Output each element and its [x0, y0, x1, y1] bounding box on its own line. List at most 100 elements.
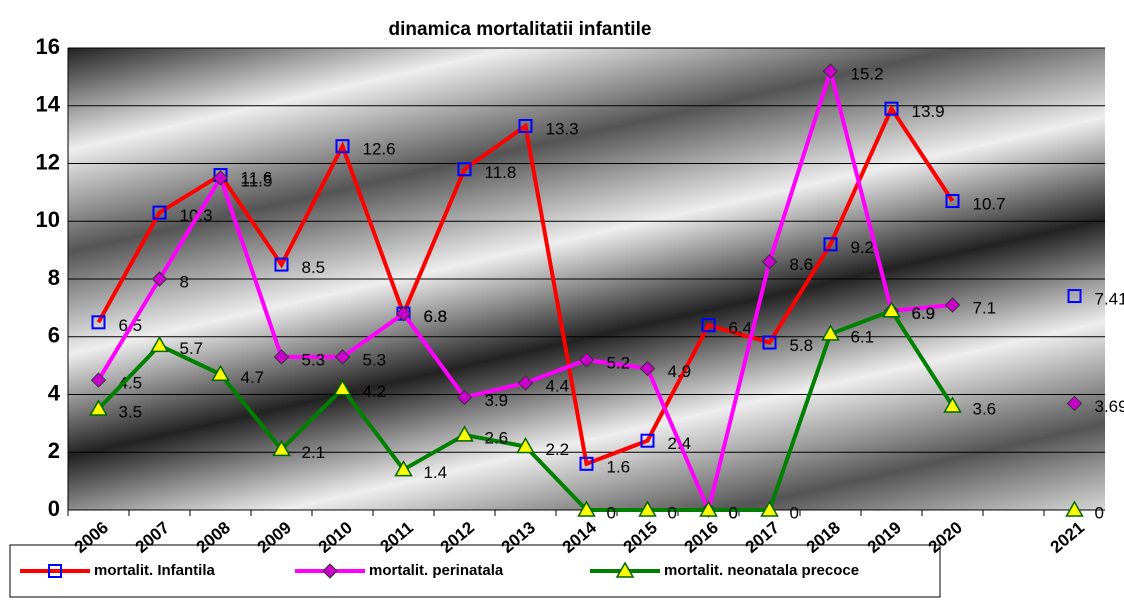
marker: [760, 500, 779, 517]
value-label: 0: [607, 503, 616, 522]
marker: [272, 439, 291, 457]
marker: [823, 237, 838, 252]
y-tick-label: 8: [48, 265, 60, 290]
value-label: 0: [790, 503, 799, 522]
marker: [945, 194, 960, 209]
marker: [578, 352, 595, 368]
value-label: 7.41: [1095, 290, 1124, 309]
marker: [639, 360, 656, 377]
value-label: 0: [1095, 503, 1104, 522]
marker: [334, 349, 351, 365]
value-label: 0: [668, 503, 677, 522]
marker: [884, 101, 899, 116]
y-tick-label: 10: [36, 207, 60, 232]
y-tick-label: 16: [36, 34, 60, 59]
value-label: 3.5: [119, 402, 143, 421]
y-tick-label: 0: [48, 496, 60, 521]
series-line: [96, 104, 955, 467]
value-label: 4.5: [119, 374, 143, 393]
marker: [333, 379, 352, 396]
value-label: 5.8: [790, 336, 814, 355]
value-label: 0: [729, 503, 738, 522]
marker: [91, 315, 106, 330]
y-tick-label: 6: [48, 323, 60, 348]
value-label: 8.5: [302, 258, 326, 277]
marker: [335, 139, 350, 154]
value-label: 7.1: [973, 298, 997, 317]
value-label: 9.2: [851, 238, 875, 257]
marker: [638, 500, 657, 517]
value-label: 4.4: [546, 376, 570, 395]
value-label: 6.1: [851, 327, 875, 346]
marker: [150, 335, 169, 353]
marker: [90, 372, 107, 388]
marker: [1066, 395, 1083, 412]
marker: [211, 364, 230, 382]
legend: [9, 544, 941, 598]
value-label: 3.69: [1095, 397, 1124, 416]
x-tick-label: 2020: [925, 518, 966, 557]
marker: [457, 162, 472, 177]
marker: [615, 561, 635, 578]
value-label: 11.6: [241, 169, 273, 188]
value-label: 12.6: [363, 140, 396, 159]
marker: [212, 170, 229, 186]
marker: [516, 436, 535, 454]
marker: [456, 389, 473, 406]
marker: [518, 118, 533, 133]
value-label: 2.6: [485, 428, 509, 447]
value-label: 6.9: [912, 304, 936, 323]
y-tick-label: 12: [36, 149, 60, 174]
value-label: 2.1: [302, 443, 326, 462]
marker: [699, 500, 718, 517]
marker: [152, 205, 167, 220]
marker: [517, 375, 534, 391]
marker: [761, 253, 778, 270]
value-label: 6.8: [424, 307, 448, 326]
marker: [273, 349, 290, 365]
value-label: 10.7: [973, 195, 1006, 214]
legend-label: mortalit. perinatala: [369, 562, 504, 579]
marker: [48, 564, 62, 578]
value-label: 2.2: [546, 440, 570, 459]
value-label: 4.2: [363, 382, 387, 401]
value-label: 8.6: [790, 255, 814, 274]
marker: [762, 335, 777, 350]
chart-title: dinamica mortalitatii infantile: [389, 19, 652, 40]
y-tick-label: 4: [48, 380, 61, 405]
y-tick-label: 2: [48, 438, 60, 463]
marker: [579, 456, 594, 471]
value-label: 6.4: [729, 319, 753, 338]
value-label: 8: [180, 272, 189, 291]
value-label: 6.8: [424, 307, 448, 326]
value-label: 15.2: [851, 65, 884, 84]
legend-label: mortalit. neonatala precoce: [664, 562, 859, 579]
marker: [943, 396, 962, 413]
value-label: 6.9: [912, 304, 936, 323]
value-label: 0: [729, 503, 738, 522]
value-label: 1.4: [424, 463, 448, 482]
value-label: 4.9: [668, 362, 692, 381]
value-label: 4.7: [241, 368, 265, 387]
marker: [455, 425, 474, 442]
marker: [882, 301, 901, 318]
value-label: 5.3: [302, 350, 326, 369]
marker: [395, 305, 412, 322]
marker: [701, 318, 716, 333]
marker: [821, 324, 840, 341]
value-label: 3.9: [485, 391, 509, 410]
value-label: 11.5: [241, 171, 273, 190]
marker: [89, 399, 108, 416]
marker: [640, 433, 655, 448]
marker: [944, 297, 961, 313]
value-label: 13.3: [546, 119, 579, 138]
y-tick-label: 14: [36, 92, 61, 117]
value-label: 5.2: [607, 353, 631, 372]
marker: [1065, 500, 1084, 517]
x-tick-label: 2021: [1047, 518, 1088, 557]
legend-label: mortalit. Infantila: [94, 562, 216, 579]
marker: [322, 563, 338, 579]
value-label: 5.3: [363, 350, 387, 369]
